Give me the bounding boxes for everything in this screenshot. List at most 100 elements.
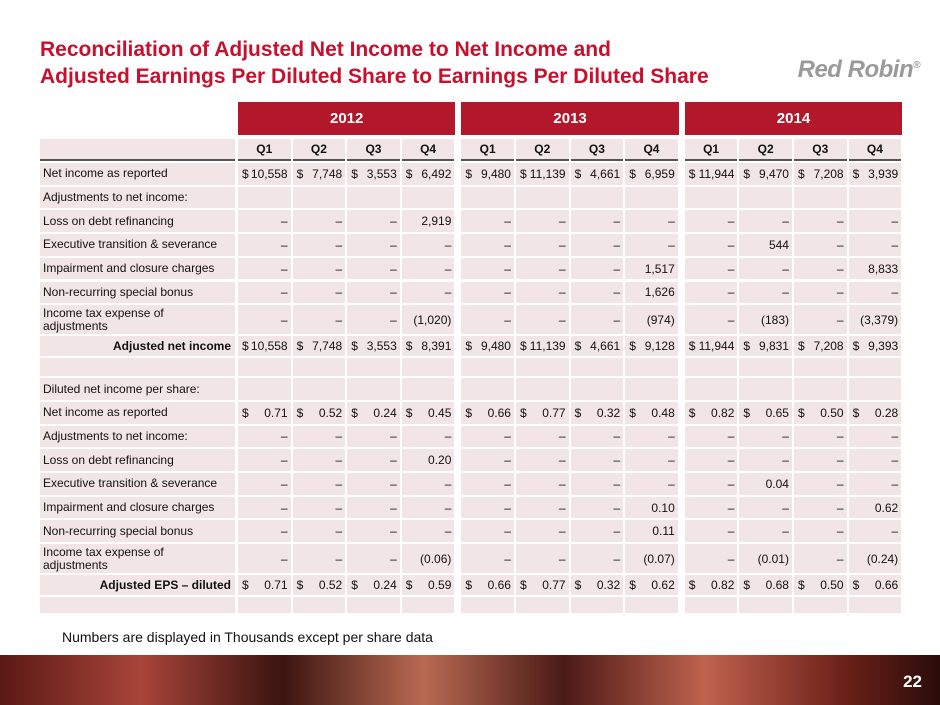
- currency: $: [405, 405, 413, 420]
- value-cell: [625, 186, 678, 209]
- value: 9,470: [758, 166, 789, 181]
- value-cell: –: [684, 449, 738, 471]
- value-cell: [848, 186, 902, 209]
- value-cell: –: [848, 281, 902, 304]
- value-cell: –: [570, 496, 624, 519]
- value: –: [727, 237, 735, 252]
- value: 7,748: [312, 339, 343, 354]
- value-cell: $0.24: [347, 401, 400, 424]
- value-cell: –: [461, 281, 514, 304]
- currency: $: [852, 166, 860, 181]
- value-cell: –: [238, 281, 291, 304]
- value: –: [613, 500, 621, 515]
- currency: $: [852, 339, 860, 354]
- value-cell: –: [401, 496, 455, 519]
- value-cell: [461, 378, 514, 400]
- value: (3,379): [860, 312, 899, 327]
- value: –: [558, 261, 566, 276]
- quarter-header: Q3: [794, 139, 847, 161]
- value: –: [504, 237, 511, 252]
- value: –: [668, 214, 675, 229]
- value-cell: –: [292, 257, 346, 280]
- value: –: [558, 237, 566, 252]
- value-cell: –: [739, 425, 792, 448]
- value: –: [504, 214, 511, 229]
- value: –: [280, 261, 288, 276]
- value: –: [891, 524, 899, 539]
- value: –: [613, 237, 621, 252]
- value-cell: –: [238, 425, 291, 448]
- value: 4,661: [590, 339, 621, 354]
- quarter-header: Q2: [292, 139, 346, 161]
- value: 9,393: [868, 339, 899, 354]
- value-cell: –: [238, 473, 291, 495]
- value-cell: 0.11: [625, 520, 678, 543]
- value: –: [504, 524, 511, 539]
- value: –: [504, 453, 511, 468]
- value-cell: –: [848, 210, 902, 233]
- value-cell: –: [739, 496, 792, 519]
- value-cell: $3,939: [848, 163, 902, 185]
- value: –: [335, 312, 343, 327]
- value-cell: $0.50: [794, 575, 847, 596]
- value: –: [727, 214, 735, 229]
- value-cell: $7,208: [794, 163, 847, 185]
- value: –: [558, 524, 566, 539]
- value-cell: $0.82: [684, 575, 738, 596]
- value-cell: –: [238, 496, 291, 519]
- value-cell: (974): [625, 305, 678, 335]
- value-cell: –: [401, 520, 455, 543]
- value-cell: $11,944: [684, 163, 738, 185]
- value-cell: [516, 186, 569, 209]
- currency: $: [242, 339, 249, 354]
- value-cell: $9,393: [848, 336, 902, 357]
- value: –: [444, 500, 452, 515]
- value-cell: –: [794, 473, 847, 495]
- value: –: [558, 476, 566, 491]
- value: –: [782, 524, 789, 539]
- value: –: [280, 500, 288, 515]
- value: 0.20: [428, 453, 452, 468]
- value-cell: –: [516, 425, 569, 448]
- value-cell: –: [516, 544, 569, 574]
- value: 0.68: [765, 578, 789, 593]
- value-cell: –: [516, 234, 569, 256]
- value-cell: –: [570, 210, 624, 233]
- value-cell: –: [570, 473, 624, 495]
- value: 0.71: [264, 578, 288, 593]
- value-cell: [516, 378, 569, 400]
- value-cell: –: [347, 544, 400, 574]
- value-cell: –: [739, 210, 792, 233]
- value-cell: $0.28: [848, 401, 902, 424]
- blank-cell: [516, 358, 569, 377]
- value-cell: [401, 378, 455, 400]
- value: –: [390, 261, 397, 276]
- quarter-header: Q4: [401, 139, 455, 161]
- value: 10,558: [250, 339, 288, 354]
- value: –: [280, 214, 288, 229]
- value-cell: –: [401, 425, 455, 448]
- value-cell: $4,661: [570, 336, 624, 357]
- value-cell: 1,517: [625, 257, 678, 280]
- value: 0.28: [874, 405, 899, 420]
- value-cell: –: [292, 210, 346, 233]
- value-cell: $8,391: [401, 336, 455, 357]
- value: –: [782, 453, 789, 468]
- value: –: [558, 453, 566, 468]
- value: –: [558, 551, 566, 566]
- logo-mark: ®: [913, 60, 920, 71]
- value-cell: (1,020): [401, 305, 455, 335]
- photo-strip: [0, 655, 940, 705]
- value-cell: –: [848, 234, 902, 256]
- value: –: [390, 312, 397, 327]
- value-cell: –: [570, 544, 624, 574]
- value: –: [727, 453, 735, 468]
- value-cell: –: [516, 257, 569, 280]
- value: –: [504, 312, 511, 327]
- value: –: [727, 551, 735, 566]
- value-cell: –: [292, 544, 346, 574]
- value-cell: $0.62: [625, 575, 678, 596]
- logo: Red Robin®: [798, 56, 921, 84]
- value-cell: –: [516, 520, 569, 543]
- title-line: Reconciliation of Adjusted Net Income to…: [40, 38, 611, 61]
